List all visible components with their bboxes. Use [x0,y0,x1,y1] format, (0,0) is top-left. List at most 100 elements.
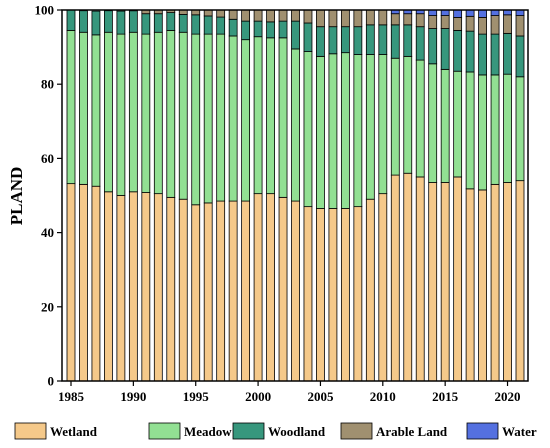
bar-segment-meadow-2006 [328,53,338,209]
bar-segment-woodland-2015 [440,28,450,70]
bar-segment-water-2014 [428,9,438,16]
bar-segment-arable-land-2011 [390,13,400,26]
bar-segment-meadow-1997 [216,33,226,202]
x-tick-label: 2015 [432,389,459,404]
bar-segment-wetland-2004 [303,206,313,382]
bar-segment-arable-land-2000 [253,9,263,22]
bar-segment-meadow-2007 [340,52,350,209]
bar-segment-meadow-2013 [415,59,425,178]
bar-segment-meadow-2014 [428,63,438,183]
bar-segment-meadow-1991 [141,33,151,193]
bar-segment-woodland-2012 [403,24,413,57]
bar-segment-arable-land-2003 [291,9,300,22]
bar-segment-meadow-1993 [166,30,176,198]
bar-segment-meadow-2012 [403,55,413,174]
bar-segment-arable-land-1999 [241,9,251,22]
bar-segment-woodland-1985 [66,9,76,31]
bar-segment-meadow-1992 [153,31,163,195]
bar-segment-water-2018 [478,9,487,18]
legend-swatch-woodland [232,422,265,440]
bar-segment-meadow-1999 [241,39,251,202]
bar-segment-woodland-1998 [228,18,238,37]
bar-segment-arable-land-1997 [216,9,226,18]
bar-segment-wetland-1998 [228,200,238,382]
bar-segment-woodland-2004 [303,22,313,52]
bar-segment-woodland-1989 [116,10,126,35]
bar-segment-woodland-2014 [428,28,438,65]
bar-segment-arable-land-2016 [453,17,463,31]
bar-segment-woodland-2019 [490,33,500,76]
bar-segment-arable-land-2005 [316,9,325,28]
x-tick-label: 1995 [183,389,210,404]
bar-segment-woodland-2011 [390,24,400,59]
bar-segment-arable-land-2013 [415,13,425,28]
bar-segment-meadow-2011 [390,57,400,176]
bar-segment-wetland-1999 [241,200,251,382]
bar-segment-meadow-1995 [191,33,201,206]
bar-segment-wetland-2008 [353,206,363,382]
bar-segment-woodland-2007 [340,26,350,54]
bar-segment-wetland-1996 [203,202,213,382]
bar-segment-wetland-1997 [216,200,226,382]
bar-segment-wetland-2013 [415,176,425,382]
bar-segment-woodland-1990 [128,10,138,33]
bar-segment-woodland-2013 [415,26,425,61]
bar-segment-wetland-2001 [266,193,275,382]
bar-segment-arable-land-2014 [428,15,438,29]
bar-segment-wetland-2009 [365,198,375,382]
bar-segment-woodland-1991 [141,13,151,35]
y-tick-label: 60 [41,151,54,166]
bar-segment-woodland-2006 [328,26,338,55]
bar-segment-wetland-2006 [328,208,338,382]
bar-segment-meadow-2004 [303,51,313,208]
bar-segment-meadow-2018 [478,74,487,191]
y-tick-label: 40 [41,225,54,240]
bar-segment-meadow-1988 [104,31,113,193]
bar-segment-woodland-2021 [515,35,525,78]
x-tick-label: 2010 [370,389,396,404]
bar-segment-meadow-2017 [465,71,475,190]
bar-segment-water-2019 [490,9,500,16]
bar-segment-wetland-1988 [104,191,113,382]
bar-segment-woodland-2005 [316,26,325,57]
x-tick-label: 1990 [120,389,146,404]
bar-segment-wetland-2018 [478,189,487,382]
bar-segment-meadow-2019 [490,74,500,185]
legend-swatch-wetland [14,422,47,440]
bar-segment-woodland-2000 [253,20,263,38]
bar-segment-meadow-1987 [91,34,101,187]
bar-segment-arable-land-2010 [378,9,388,26]
bar-segment-woodland-2018 [478,33,487,76]
bar-segment-meadow-2020 [503,73,512,183]
bar-segment-water-2021 [515,9,525,16]
bar-segment-wetland-2020 [503,182,512,382]
x-tick-label: 2000 [245,389,271,404]
bar-segment-arable-land-2007 [340,9,350,28]
bar-segment-woodland-1987 [91,10,101,36]
bar-segment-meadow-1996 [203,33,213,204]
legend-label-wetland: Wetland [50,424,98,439]
bar-segment-woodland-2003 [291,20,300,50]
legend-swatch-meadow [148,422,181,440]
bar-segment-meadow-2008 [353,54,363,208]
bar-segment-wetland-1995 [191,204,201,382]
bar-segment-woodland-1986 [79,10,88,33]
bar-segment-meadow-1986 [79,31,88,185]
bar-segment-meadow-2015 [440,68,450,183]
bar-segment-woodland-2009 [365,24,375,55]
bar-segment-wetland-2011 [390,174,400,382]
legend-label-arable-land: Arable Land [376,424,448,439]
bar-segment-woodland-1997 [216,16,226,35]
bar-segment-arable-land-2018 [478,17,487,35]
bar-segment-woodland-1993 [166,12,176,31]
bar-segment-water-2016 [453,9,463,18]
legend: Wetland Meadow Woodland Arable Land Water [14,422,537,440]
bar-segment-wetland-1994 [178,198,188,382]
bar-segment-wetland-2012 [403,172,413,382]
bar-segment-wetland-2010 [378,193,388,382]
bar-segment-wetland-1992 [153,193,163,382]
bar-segment-arable-land-2004 [303,9,313,24]
bar-segment-wetland-1990 [128,191,138,382]
bar-segment-woodland-2001 [266,21,275,39]
bar-segment-meadow-2001 [266,37,275,195]
